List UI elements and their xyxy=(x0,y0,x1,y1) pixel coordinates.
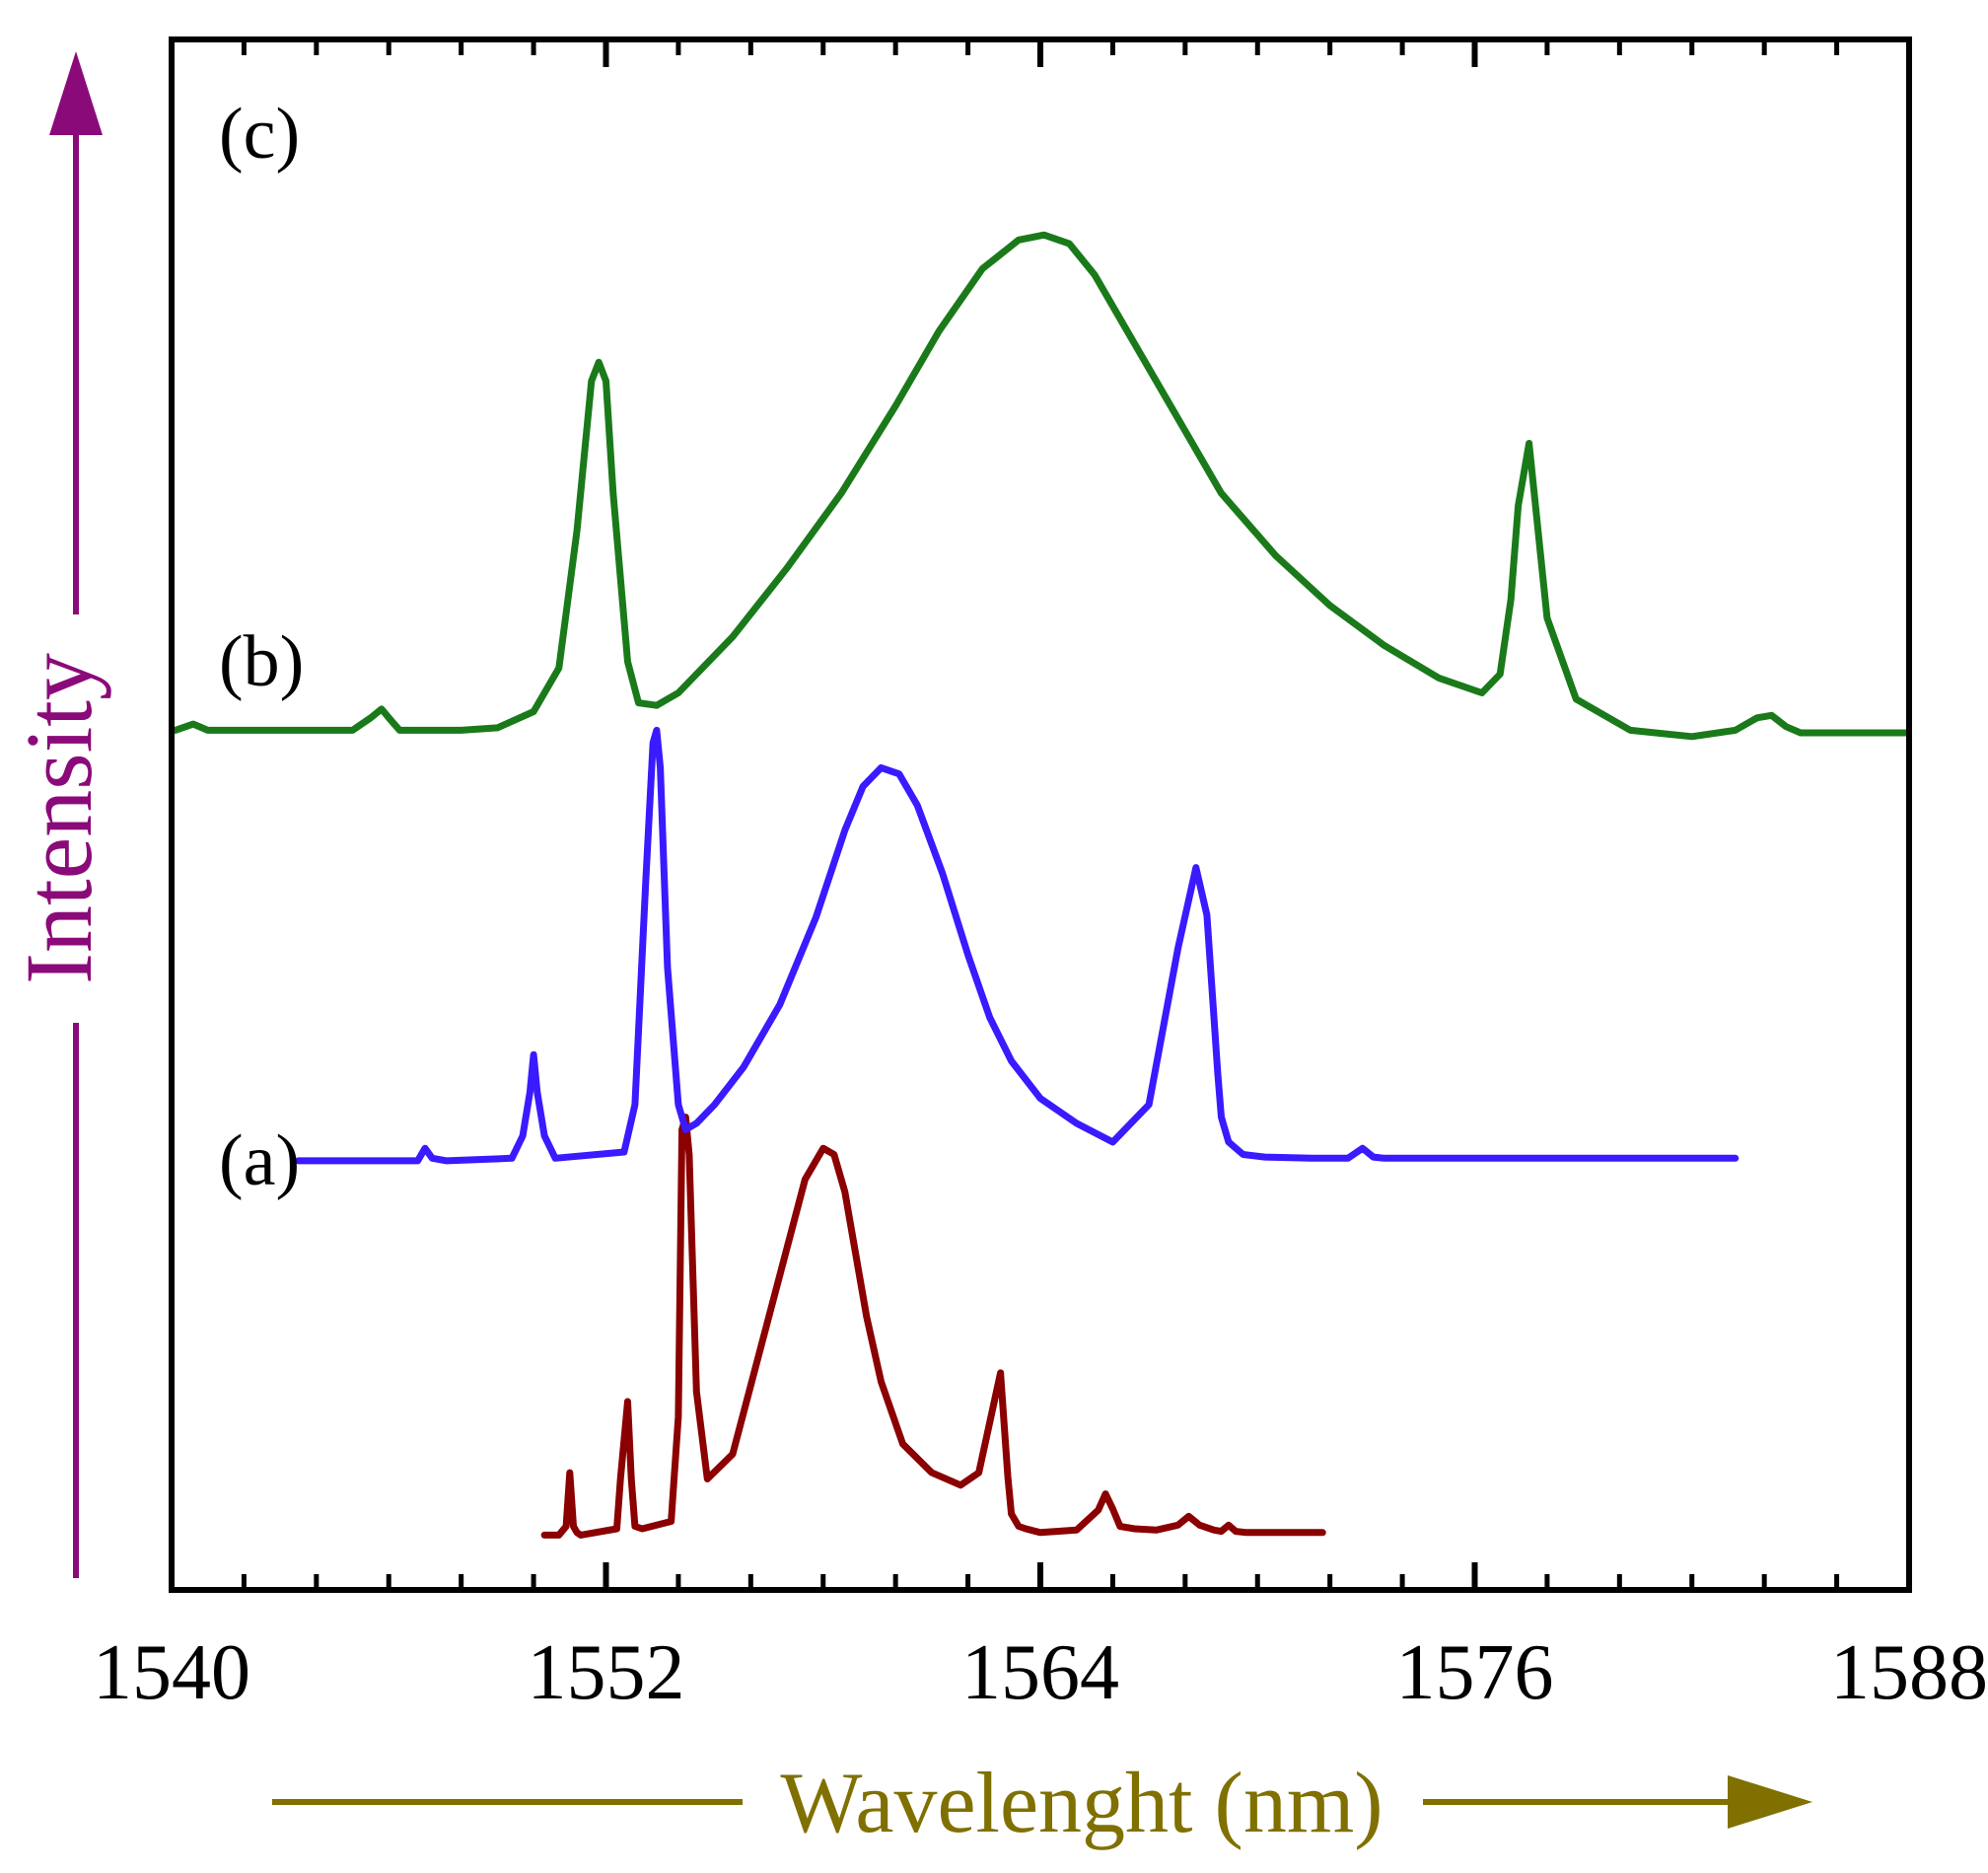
labels-layer: 1540 1552 1564 1576 1588 (a) (b) (c) xyxy=(93,94,1988,1716)
x-tick-label: 1552 xyxy=(528,1629,685,1716)
panel-label-c: (c) xyxy=(219,94,300,175)
x-tick-label: 1564 xyxy=(961,1629,1119,1716)
y-axis-arrowhead xyxy=(49,51,103,135)
panel-label-b: (b) xyxy=(219,621,304,702)
series-layer xyxy=(172,231,1909,1539)
x-axis-label: Wavelenght (nm) xyxy=(780,1756,1383,1851)
y-axis-label: Intensity xyxy=(6,653,111,984)
series-line-c xyxy=(172,231,1909,741)
panel-label-a: (a) xyxy=(219,1120,300,1201)
plot-frame xyxy=(169,36,1912,1593)
x-axis-arrowhead xyxy=(1728,1775,1812,1829)
series-line-a xyxy=(540,1114,1326,1539)
ticks-layer xyxy=(241,39,1840,1590)
x-tick-label: 1576 xyxy=(1396,1629,1554,1716)
series-line-b xyxy=(295,726,1740,1165)
x-tick-label: 1588 xyxy=(1830,1629,1988,1716)
x-tick-label: 1540 xyxy=(93,1629,250,1716)
